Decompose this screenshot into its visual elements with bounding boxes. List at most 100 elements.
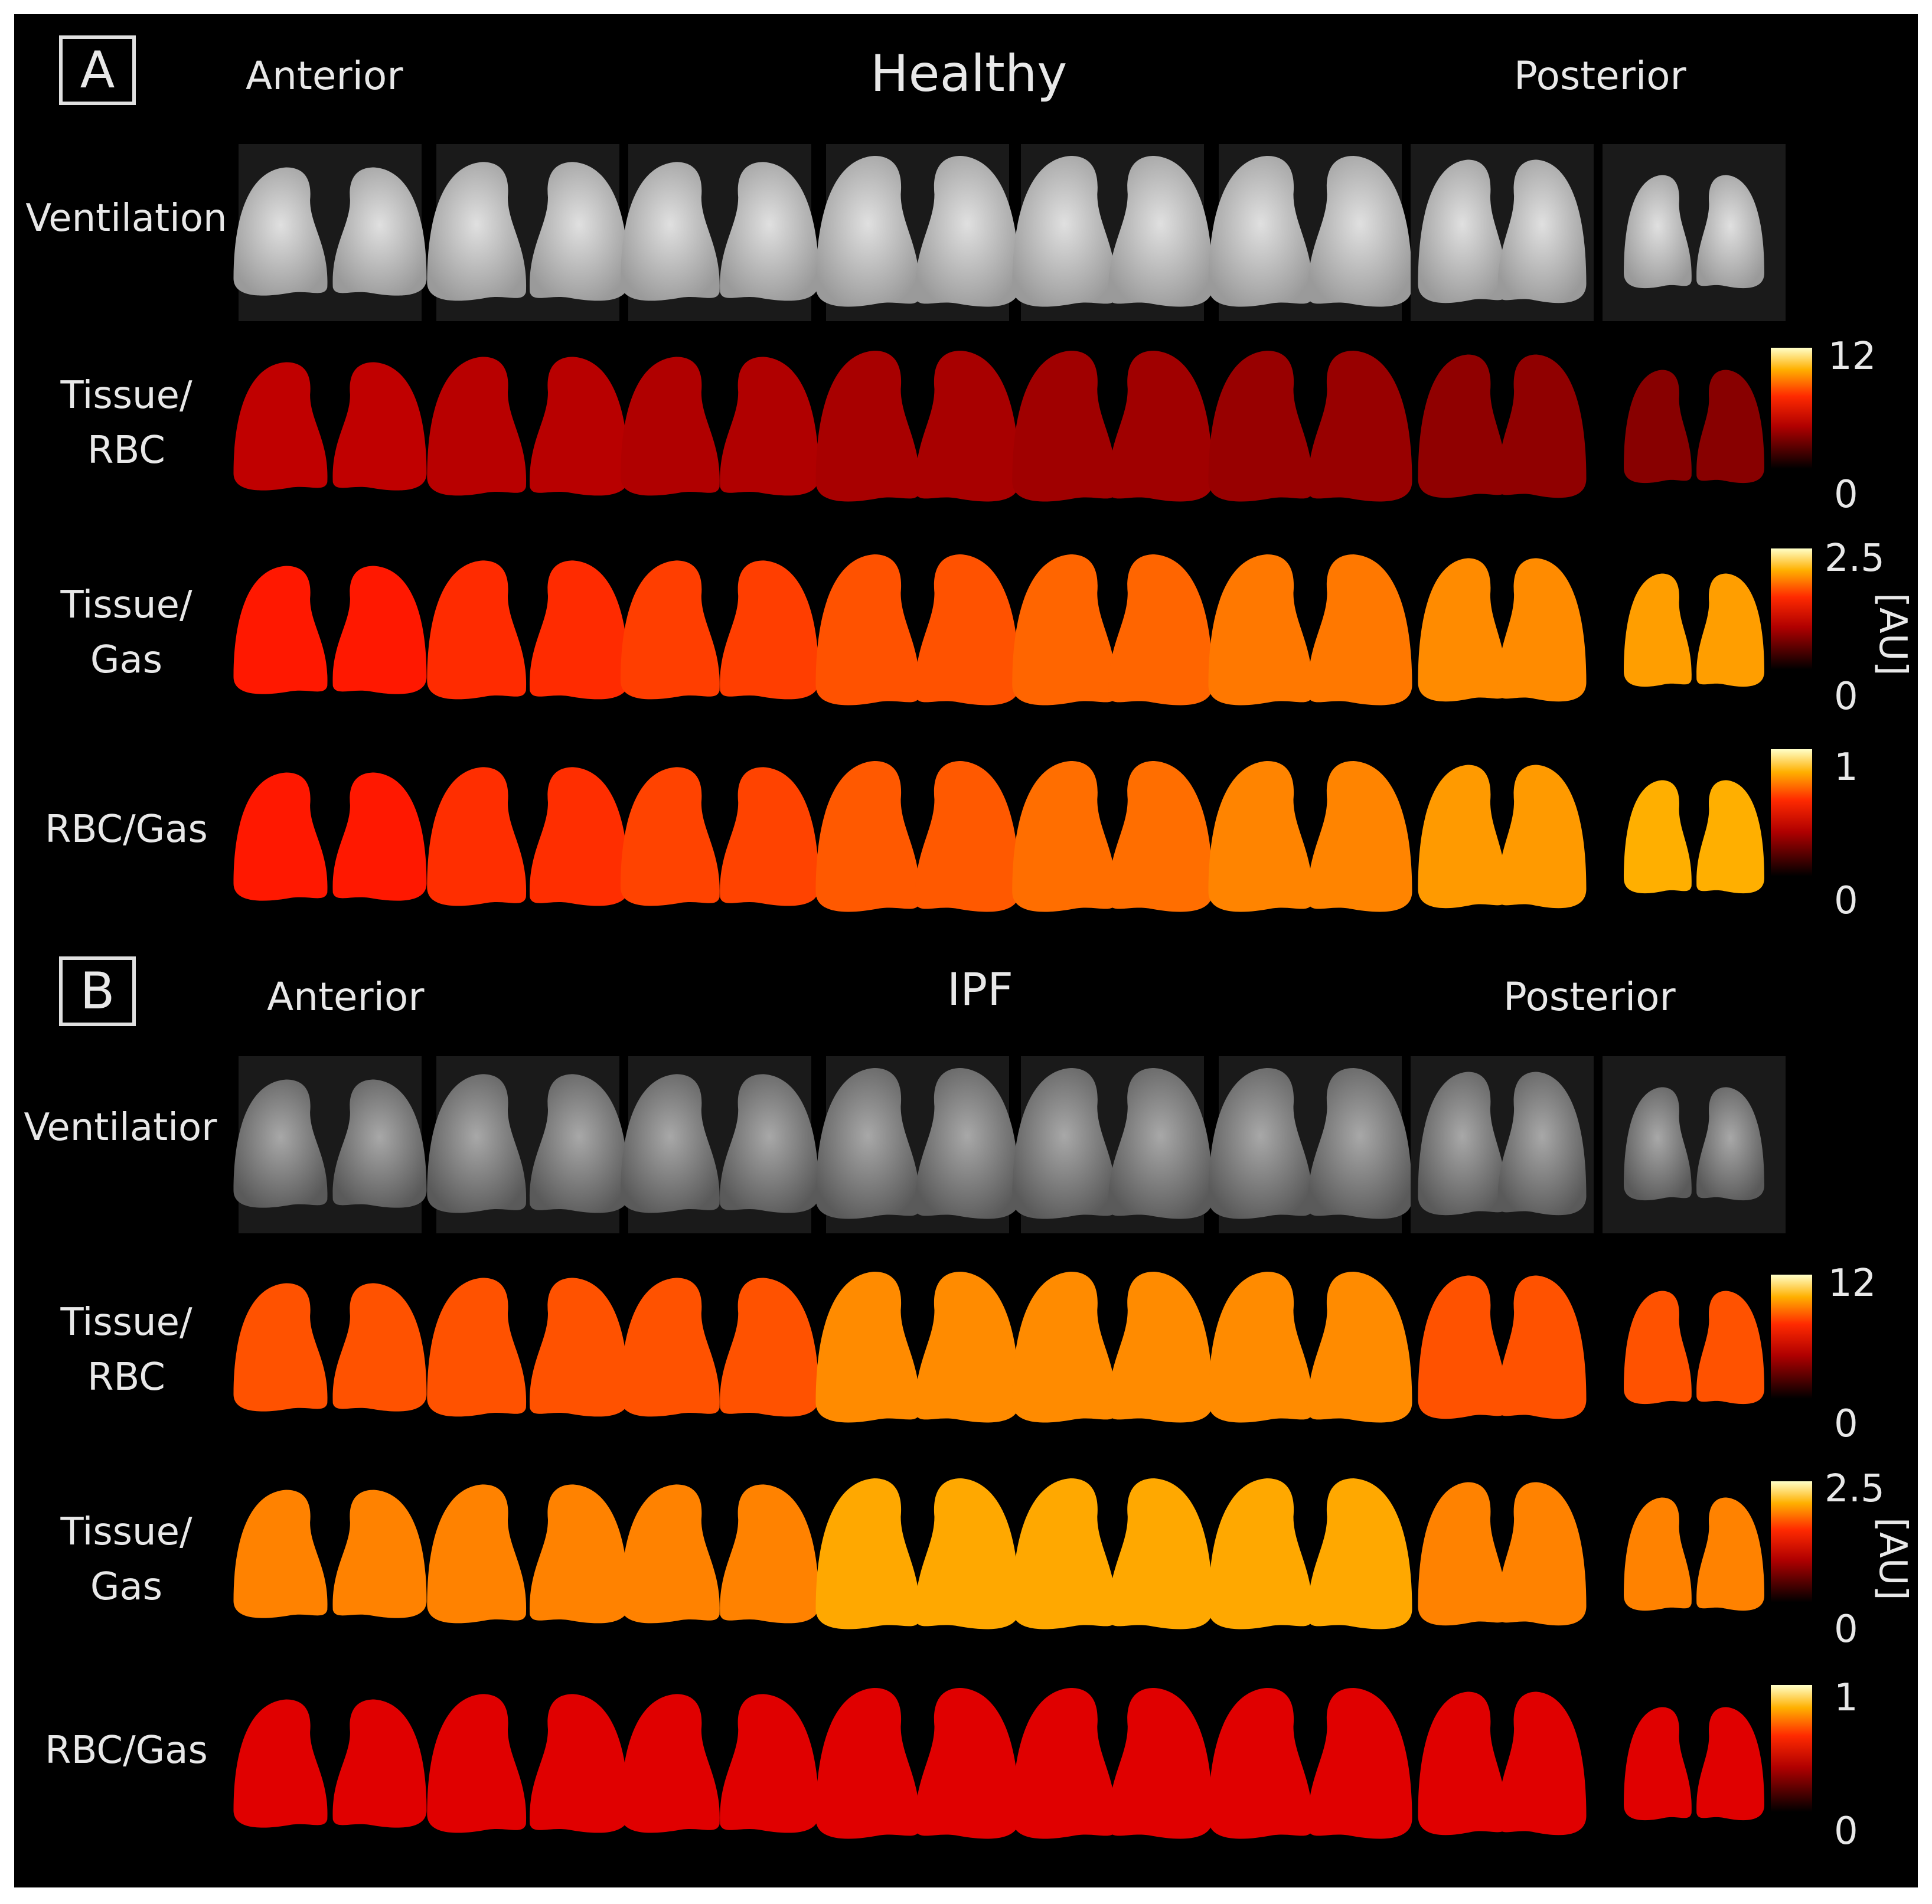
ventilation-lung-slice — [720, 162, 819, 301]
ratio-map-lung-slice — [332, 772, 427, 901]
ratio-map-lung-slice — [621, 1694, 720, 1833]
ratio-map-lung-slice — [427, 1484, 527, 1624]
colorbar — [1771, 348, 1812, 469]
ratio-map-lung-slice — [1012, 1688, 1117, 1839]
ventilation-lung-slice — [1208, 1068, 1313, 1219]
ratio-map-lung-slice — [1624, 780, 1692, 894]
ratio-map-lung-slice — [1624, 1707, 1692, 1821]
ratio-map-lung-slice — [1307, 1688, 1412, 1839]
panel-a-cbar2-max: 2.5 — [1825, 537, 1885, 580]
ratio-map-lung-slice — [1696, 780, 1764, 894]
ratio-map-lung-slice — [720, 1278, 819, 1417]
ventilation-lung-slice — [427, 162, 527, 301]
figure: A Anterior Healthy Posterior Ventilation… — [14, 14, 1918, 1887]
ventilation-lung-slice — [621, 1074, 720, 1213]
ratio-map-lung-slice — [529, 767, 629, 906]
ratio-map-lung-slice — [1108, 761, 1213, 912]
ratio-map-lung-slice — [621, 560, 720, 700]
ventilation-lung-slice — [1307, 156, 1412, 307]
ratio-map-lung-slice — [332, 1283, 427, 1412]
ratio-map-lung-slice — [233, 362, 328, 491]
ventilation-lung-slice — [1696, 175, 1764, 289]
panel-a-title: Healthy — [870, 44, 1068, 103]
panel-a-row-tissue-gas-label: Tissue/ Gas — [60, 583, 192, 682]
panel-a-cbar1-max: 12 — [1828, 335, 1876, 378]
panel-b-anterior-label: Anterior — [267, 974, 425, 1020]
ventilation-lung-slice — [1696, 1087, 1764, 1201]
ratio-map-lung-slice — [1497, 1691, 1587, 1836]
panel-b-row-rbc-gas-label: RBC/Gas — [45, 1729, 208, 1772]
ventilation-lung-slice — [621, 162, 720, 301]
ratio-map-lung-slice — [427, 357, 527, 496]
ratio-map-lung-slice — [1108, 351, 1213, 502]
panel-b-posterior-label: Posterior — [1503, 974, 1676, 1020]
panel-b-title: IPF — [947, 963, 1013, 1015]
colorbar — [1771, 749, 1812, 876]
ratio-map-lung-slice — [1108, 1688, 1213, 1839]
ratio-map-lung-slice — [332, 1699, 427, 1828]
ventilation-lung-slice — [1012, 156, 1117, 307]
panel-b-letter: B — [59, 956, 136, 1026]
ratio-map-lung-slice — [1696, 1291, 1764, 1405]
ratio-map-lung-slice — [621, 1484, 720, 1624]
ratio-map-lung-slice — [720, 1694, 819, 1833]
panel-a-row-ventilation-label: Ventilation — [25, 197, 227, 240]
ratio-map-lung-slice — [427, 1278, 527, 1417]
panel-a-cbar2-min: 0 — [1834, 675, 1858, 719]
ratio-map-lung-slice — [1208, 351, 1313, 502]
colorbar — [1771, 1685, 1812, 1812]
ratio-map-lung-slice — [1696, 573, 1764, 687]
ratio-map-lung-slice — [915, 1688, 1020, 1839]
ratio-map-lung-slice — [1208, 1478, 1313, 1629]
ratio-map-lung-slice — [621, 1278, 720, 1417]
panel-b-cbar3-min: 0 — [1834, 1810, 1858, 1853]
panel-b-cbar2-max: 2.5 — [1825, 1467, 1885, 1511]
ratio-map-lung-slice — [815, 1688, 921, 1839]
panel-a-row-rbc-gas-label: RBC/Gas — [45, 808, 208, 851]
panel-a-cbar1-min: 0 — [1834, 473, 1858, 517]
ratio-map-lung-slice — [1012, 761, 1117, 912]
ratio-map-lung-slice — [1624, 573, 1692, 687]
ratio-map-lung-slice — [529, 357, 629, 496]
ratio-map-lung-slice — [1696, 370, 1764, 484]
ratio-map-lung-slice — [427, 1694, 527, 1833]
panel-b-cbar2-min: 0 — [1834, 1608, 1858, 1651]
ratio-map-lung-slice — [915, 1478, 1020, 1629]
ratio-map-lung-slice — [915, 554, 1020, 706]
ventilation-lung-slice — [233, 167, 328, 296]
ratio-map-lung-slice — [1108, 1478, 1213, 1629]
ratio-map-lung-slice — [720, 767, 819, 906]
ratio-map-lung-slice — [815, 1272, 921, 1423]
ventilation-lung-slice — [1418, 159, 1507, 303]
ratio-map-lung-slice — [621, 767, 720, 906]
panel-b-row-ventilation-label: Ventilatior — [24, 1106, 217, 1149]
ventilation-lung-slice — [815, 1068, 921, 1219]
lung-image-grid — [233, 144, 1812, 1839]
ventilation-lung-slice — [915, 156, 1020, 307]
ventilation-lung-slice — [1108, 1068, 1213, 1219]
ratio-map-lung-slice — [332, 566, 427, 694]
ratio-map-lung-slice — [1624, 370, 1692, 484]
ventilation-lung-slice — [1012, 1068, 1117, 1219]
ratio-map-lung-slice — [233, 772, 328, 901]
panel-b-row-tissue-gas-label: Tissue/ Gas — [60, 1510, 192, 1609]
ventilation-lung-slice — [1418, 1072, 1507, 1216]
ratio-map-lung-slice — [815, 351, 921, 502]
ratio-map-lung-slice — [1696, 1497, 1764, 1611]
colorbar — [1771, 548, 1812, 669]
ratio-map-lung-slice — [1012, 351, 1117, 502]
ratio-map-lung-slice — [427, 767, 527, 906]
ratio-map-lung-slice — [815, 554, 921, 706]
ratio-map-lung-slice — [1307, 761, 1412, 912]
ratio-map-lung-slice — [1208, 1272, 1313, 1423]
ventilation-lung-slice — [1497, 1072, 1587, 1216]
ratio-map-lung-slice — [529, 1694, 629, 1833]
ratio-map-lung-slice — [1497, 1275, 1587, 1419]
ratio-map-lung-slice — [427, 560, 527, 700]
ratio-map-lung-slice — [1497, 354, 1587, 498]
panel-a-row-tissue-rbc-label: Tissue/ RBC — [60, 374, 192, 472]
panel-b-cbar1-min: 0 — [1834, 1402, 1858, 1446]
ratio-map-lung-slice — [621, 357, 720, 496]
ventilation-lung-slice — [332, 167, 427, 296]
ratio-map-lung-slice — [1497, 558, 1587, 702]
